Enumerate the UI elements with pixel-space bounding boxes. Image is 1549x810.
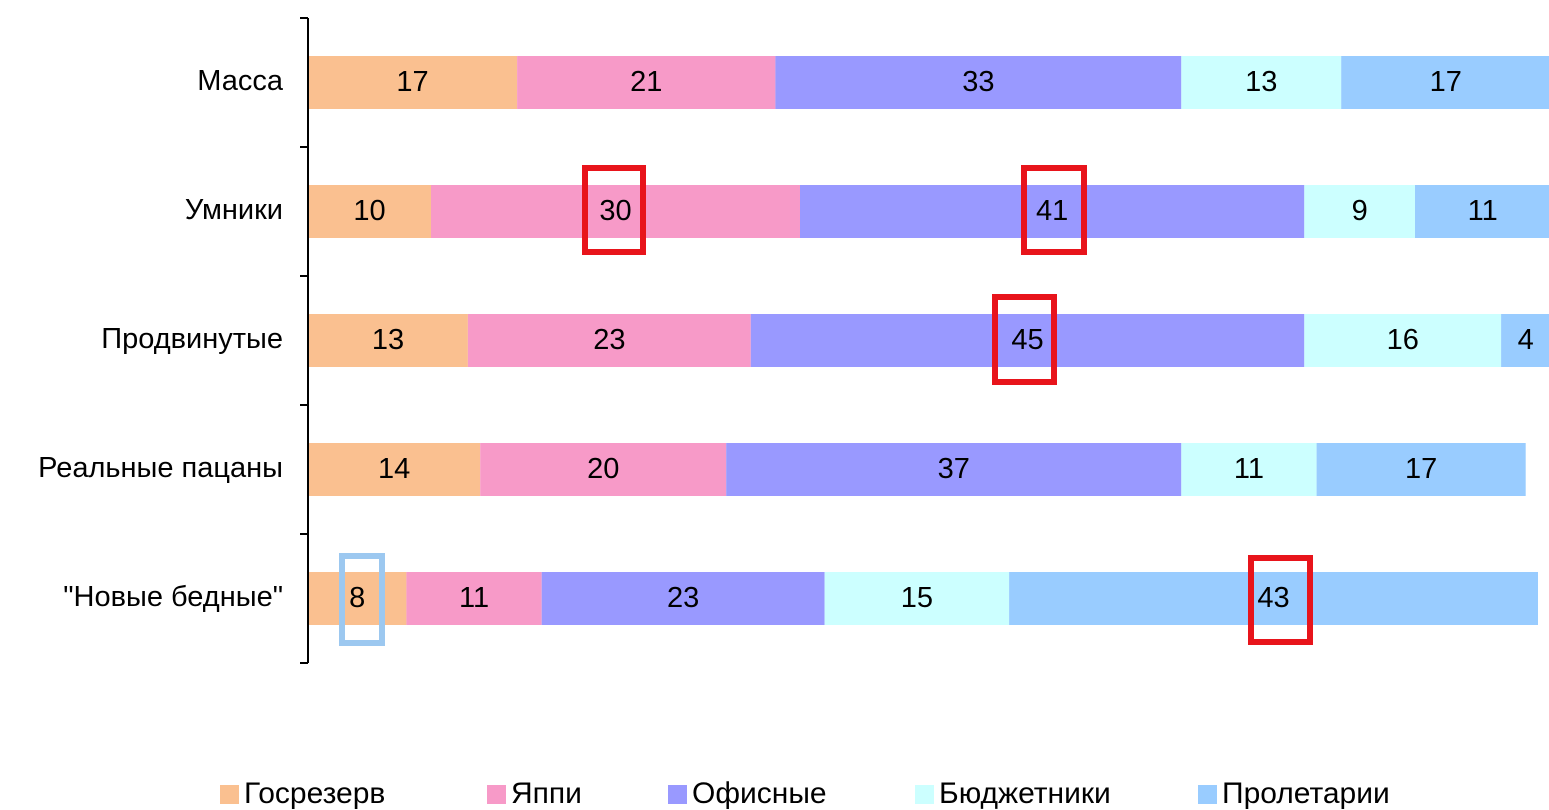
legend-label: Госрезерв bbox=[244, 777, 385, 810]
category-label: Умники bbox=[185, 194, 283, 226]
value-label: 41 bbox=[1036, 195, 1068, 227]
highlight-box bbox=[992, 294, 1057, 385]
bar-segment bbox=[726, 443, 1182, 496]
bar-segment bbox=[467, 314, 751, 367]
legend-swatch bbox=[668, 785, 687, 804]
highlight-box bbox=[1248, 555, 1313, 645]
value-label: 11 bbox=[459, 582, 489, 614]
highlight-box bbox=[339, 553, 385, 646]
bar-segment bbox=[541, 572, 825, 625]
value-label: 10 bbox=[353, 195, 385, 227]
legend-swatch bbox=[1198, 785, 1217, 804]
bar-segment bbox=[517, 56, 776, 109]
bar-segment bbox=[308, 572, 407, 625]
bar-segment bbox=[480, 443, 727, 496]
value-label: 14 bbox=[378, 453, 410, 485]
value-label: 13 bbox=[1245, 66, 1277, 98]
legend-swatch bbox=[220, 785, 239, 804]
bar-segment bbox=[1501, 314, 1549, 367]
value-label: 17 bbox=[1430, 66, 1462, 98]
bar-segment bbox=[1341, 56, 1549, 109]
highlight-box bbox=[1021, 165, 1087, 255]
bar-segment bbox=[800, 185, 1305, 238]
highlights bbox=[339, 165, 1313, 646]
value-label: 37 bbox=[938, 453, 970, 485]
axis bbox=[300, 17, 309, 664]
category-label: "Новые бедные" bbox=[63, 581, 283, 613]
value-label: 30 bbox=[599, 195, 631, 227]
legend-label: Яппи bbox=[511, 777, 582, 810]
value-label: 13 bbox=[372, 324, 404, 356]
bar-segment bbox=[308, 314, 468, 367]
bar-segment bbox=[1181, 443, 1317, 496]
value-label: 33 bbox=[962, 66, 994, 98]
value-label: 17 bbox=[396, 66, 428, 98]
legend-label: Пролетарии bbox=[1222, 777, 1390, 810]
bar-segment bbox=[775, 56, 1182, 109]
bar-segment bbox=[750, 314, 1305, 367]
value-label: 11 bbox=[1234, 453, 1264, 485]
value-label: 17 bbox=[1405, 453, 1437, 485]
value-label: 20 bbox=[587, 453, 619, 485]
bars bbox=[308, 56, 1549, 625]
bar-segment bbox=[1304, 314, 1502, 367]
bar-segment bbox=[824, 572, 1010, 625]
legend-label: Бюджетники bbox=[939, 777, 1111, 810]
category-label: Масса bbox=[197, 65, 284, 97]
legend-label: Офисные bbox=[692, 777, 827, 810]
value-label: 4 bbox=[1518, 324, 1534, 356]
bar-segment bbox=[1304, 185, 1415, 238]
value-label: 23 bbox=[593, 324, 625, 356]
highlight-box bbox=[582, 165, 646, 255]
value-label: 23 bbox=[667, 582, 699, 614]
bar-segment bbox=[308, 443, 481, 496]
category-label: Реальные пацаны bbox=[38, 452, 283, 484]
value-label: 45 bbox=[1011, 324, 1043, 356]
legend-swatch bbox=[487, 785, 506, 804]
value-label: 8 bbox=[349, 582, 365, 614]
category-label: Продвинутые bbox=[101, 323, 283, 355]
value-label: 11 bbox=[1468, 195, 1498, 227]
legend-swatch bbox=[915, 785, 934, 804]
bar-segment bbox=[1415, 185, 1549, 238]
legend: Госрезерв Яппи Офисные Бюджетники Пролетарии bbox=[220, 777, 1390, 810]
value-label: 21 bbox=[630, 66, 662, 98]
bar-segment bbox=[406, 572, 542, 625]
value-label: 16 bbox=[1387, 324, 1419, 356]
bar-segment bbox=[431, 185, 800, 238]
bar-segment bbox=[1316, 443, 1526, 496]
labels: Масса 17 21 33 13 17 Умники 10 30 41 9 11 Продвинуты… bbox=[38, 65, 1534, 614]
bar-segment bbox=[1181, 56, 1342, 109]
value-label: 9 bbox=[1352, 195, 1368, 227]
bar-segment bbox=[1009, 572, 1538, 625]
bar-segment bbox=[308, 56, 518, 109]
value-label: 43 bbox=[1257, 582, 1289, 614]
value-label: 15 bbox=[901, 582, 933, 614]
bar-segment bbox=[308, 185, 431, 238]
